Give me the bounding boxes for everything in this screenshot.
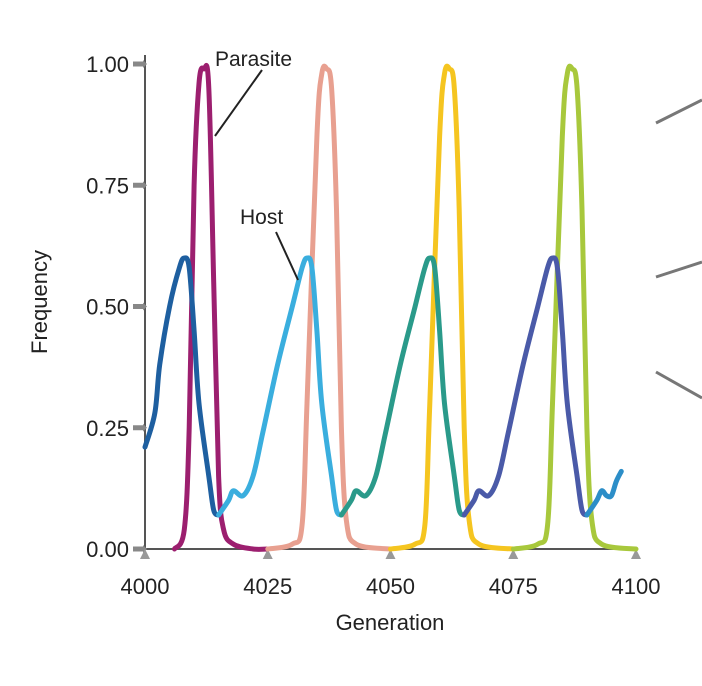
x-tick-mark xyxy=(262,549,273,559)
x-tick-mark xyxy=(631,549,641,559)
y-tick-arrow xyxy=(143,181,147,190)
y-tick-mark xyxy=(133,182,143,188)
x-tick-mark xyxy=(140,549,150,559)
series-line xyxy=(510,63,639,552)
edge-decoration-line xyxy=(655,260,702,279)
host-leader-line xyxy=(275,231,299,281)
y-ticks: 0.00 0.25 0.50 0.75 1.00 xyxy=(86,52,147,562)
x-tick-label: 4075 xyxy=(489,574,538,599)
edge-decoration-line xyxy=(655,98,702,125)
x-tick-label: 4000 xyxy=(121,574,170,599)
x-tick-mark xyxy=(508,549,519,559)
x-tick-label: 4100 xyxy=(612,574,661,599)
series-line xyxy=(461,255,590,518)
x-tick-mark xyxy=(385,549,396,559)
y-tick-arrow xyxy=(143,60,147,68)
series-line xyxy=(388,63,516,552)
host-annotation: Host xyxy=(240,206,283,229)
series-line xyxy=(338,255,467,518)
y-tick-label: 1.00 xyxy=(86,52,129,77)
y-tick-arrow xyxy=(143,302,147,311)
y-tick-mark xyxy=(133,304,143,309)
parasite-annotation: Parasite xyxy=(215,48,292,71)
edge-decoration-lines xyxy=(655,98,702,400)
y-tick-mark xyxy=(133,61,143,67)
annotations: Parasite Host xyxy=(214,48,299,281)
y-tick-mark xyxy=(133,546,143,552)
x-tick-label: 4025 xyxy=(243,574,292,599)
series-line xyxy=(584,468,624,518)
series-line xyxy=(216,255,344,518)
y-tick-label: 0.25 xyxy=(86,416,129,441)
x-axis-label: Generation xyxy=(336,610,445,635)
x-ticks: 4000 4025 4050 4075 4100 xyxy=(121,549,661,599)
y-axis-label: Frequency xyxy=(27,250,52,354)
edge-decoration-line xyxy=(655,370,702,400)
series-line xyxy=(172,63,271,552)
series-group xyxy=(142,63,639,552)
x-tick-label: 4050 xyxy=(366,574,415,599)
series-line xyxy=(265,63,393,552)
series-line xyxy=(142,255,222,518)
y-tick-label: 0.50 xyxy=(86,295,129,320)
y-tick-mark xyxy=(133,425,143,431)
parasite-leader-line xyxy=(214,69,263,137)
y-tick-arrow xyxy=(143,423,147,432)
y-tick-label: 0.00 xyxy=(86,537,129,562)
y-tick-label: 0.75 xyxy=(86,173,129,198)
